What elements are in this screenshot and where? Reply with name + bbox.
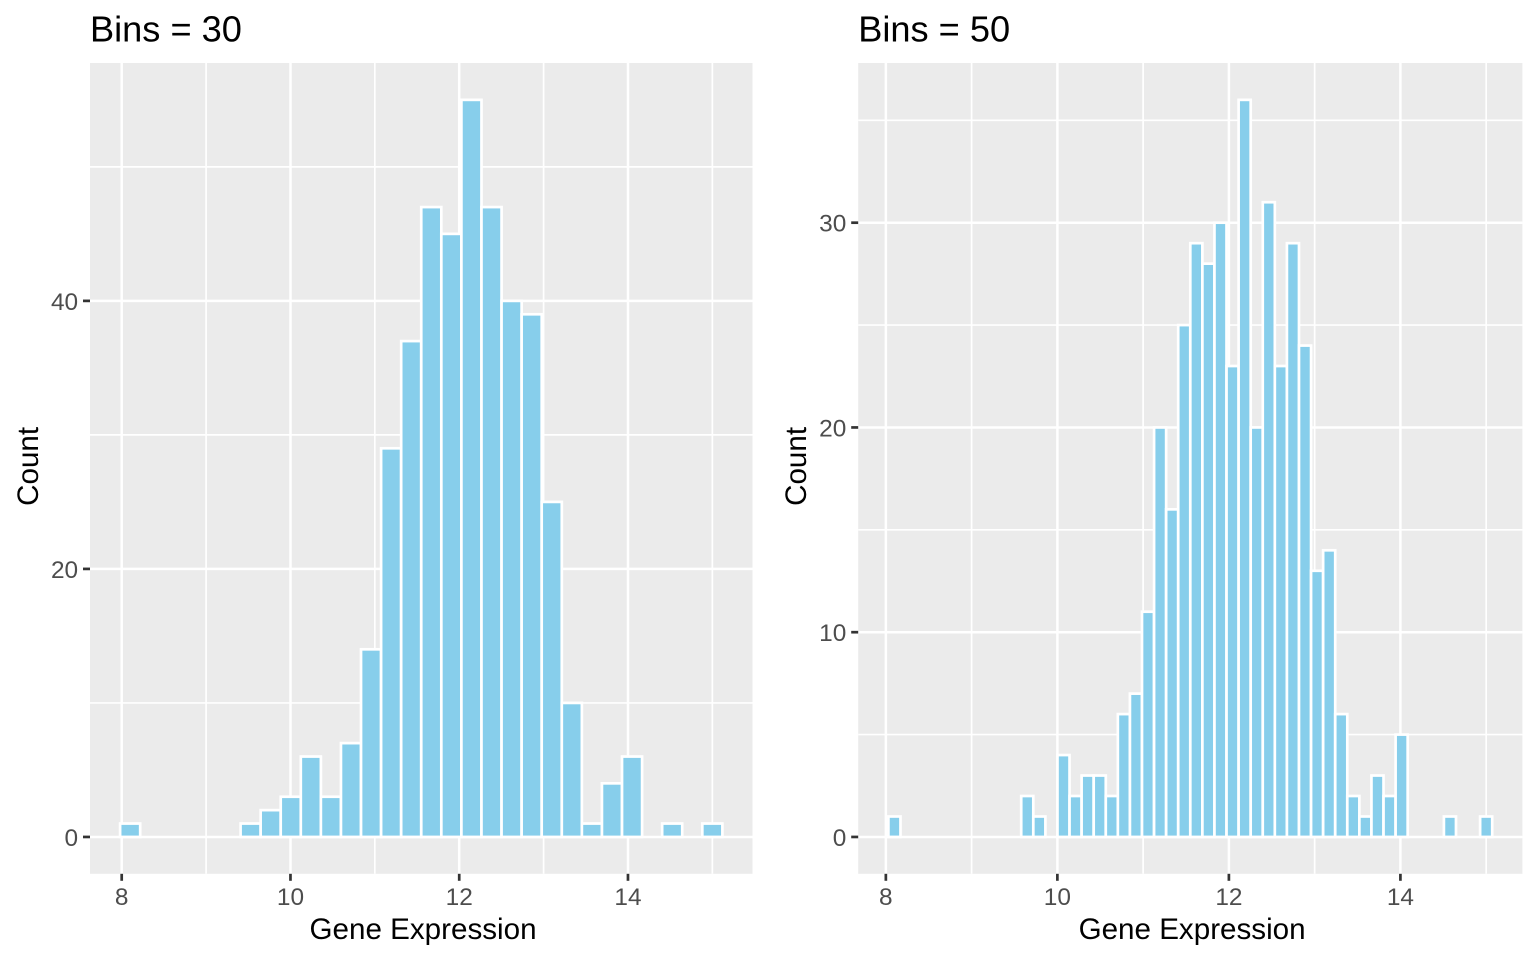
svg-text:8: 8 [879,884,893,911]
svg-text:10: 10 [819,620,846,647]
svg-text:10: 10 [1044,884,1071,911]
svg-text:0: 0 [65,825,79,852]
svg-text:14: 14 [1387,884,1414,911]
svg-text:20: 20 [51,557,78,584]
svg-text:Bins = 30: Bins = 30 [90,9,242,50]
svg-text:10: 10 [277,884,304,911]
svg-text:8: 8 [115,884,129,911]
svg-text:14: 14 [614,884,641,911]
svg-text:Bins = 50: Bins = 50 [858,9,1010,50]
svg-text:30: 30 [819,211,846,238]
svg-text:12: 12 [1215,884,1242,911]
svg-text:20: 20 [819,415,846,442]
svg-text:Count: Count [780,427,813,506]
svg-text:Gene Expression: Gene Expression [310,913,537,946]
svg-text:40: 40 [51,289,78,316]
svg-text:12: 12 [446,884,473,911]
svg-text:0: 0 [833,825,847,852]
svg-text:Gene Expression: Gene Expression [1079,913,1306,946]
svg-text:Count: Count [12,427,45,506]
